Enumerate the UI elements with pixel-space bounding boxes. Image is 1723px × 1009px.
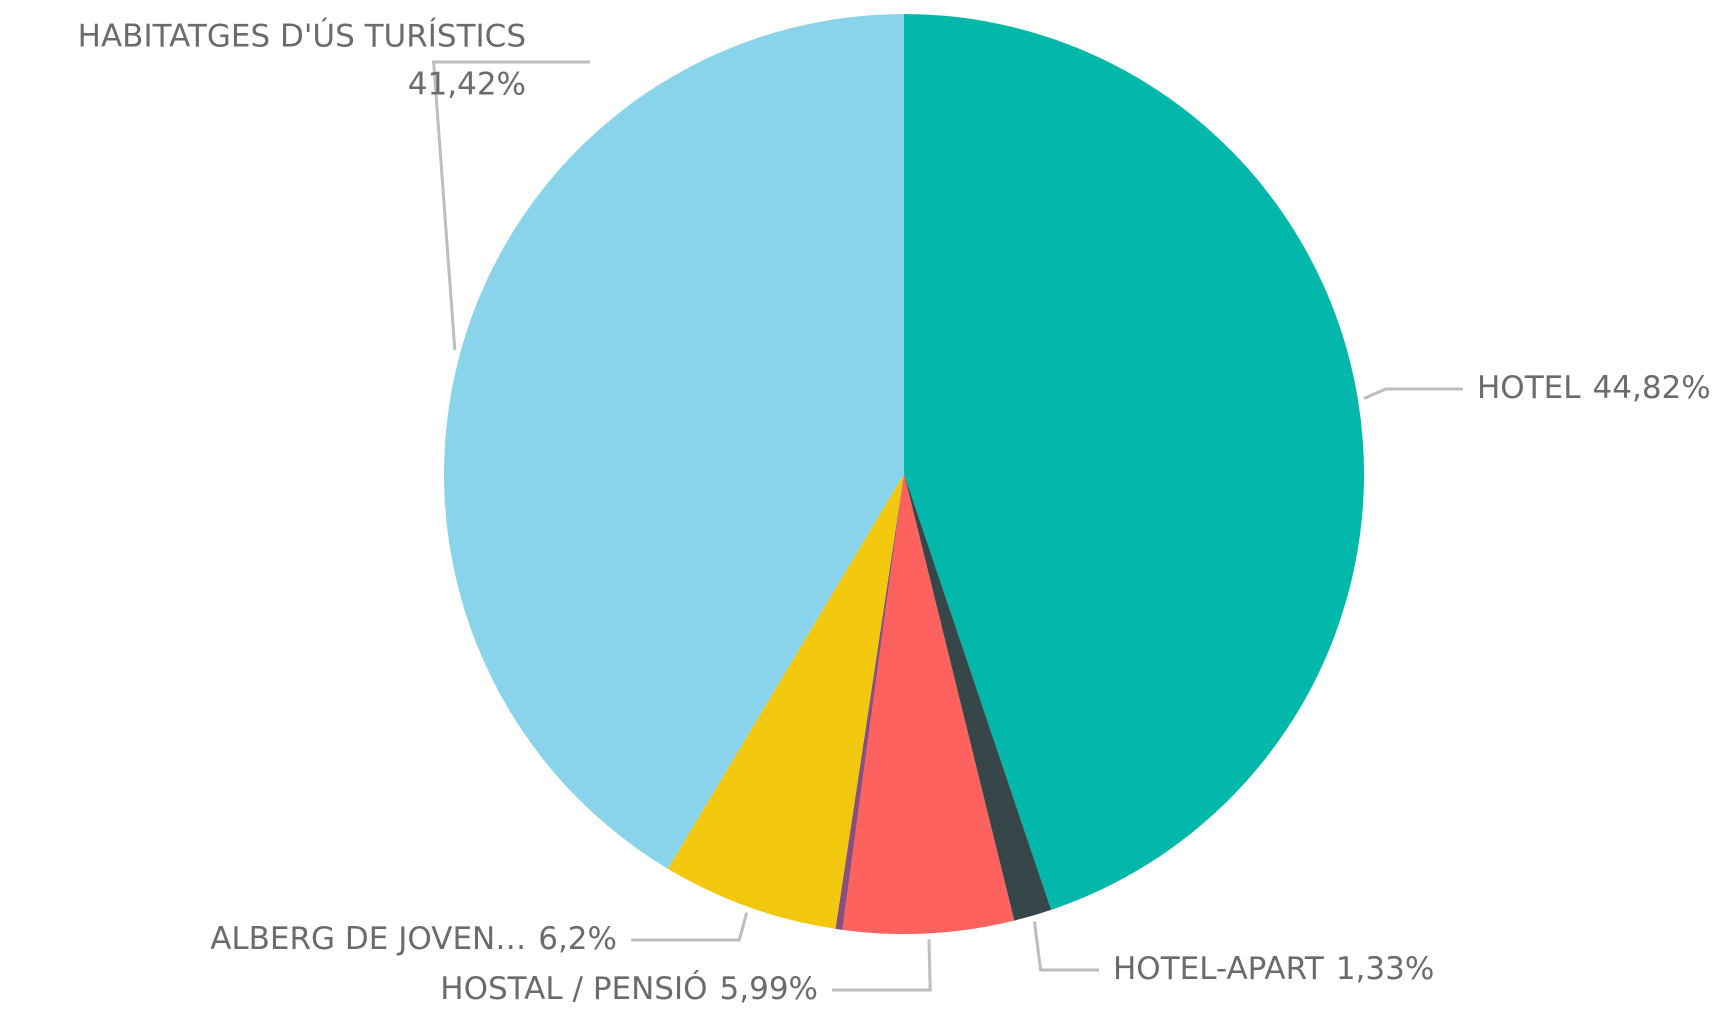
slice-label: ALBERG DE JOVEN… <box>210 921 526 957</box>
slice-label-group: ALBERG DE JOVEN… 6,2% <box>210 921 617 957</box>
leader-line <box>432 60 590 351</box>
leader-line <box>631 912 749 942</box>
slice-value-label: 6,2% <box>538 921 617 957</box>
slice-label-group: HOTEL-APART 1,33% <box>1113 951 1434 987</box>
leader-line <box>832 939 932 992</box>
slice-label: HOTEL <box>1477 370 1581 406</box>
slice-label-group: HOSTAL / PENSIÓ 5,99% <box>440 970 818 1007</box>
pie-slice <box>835 474 904 930</box>
slice-label-group: HOTEL 44,82% <box>1477 370 1711 406</box>
pie-slice <box>904 474 1052 921</box>
slice-value-label: 44,82% <box>1593 370 1711 406</box>
slice-value-label: 41,42% <box>408 67 526 103</box>
slice-value-label: 1,33% <box>1336 951 1434 987</box>
leader-line <box>1032 921 1099 972</box>
pie-slice <box>443 14 904 869</box>
slice-label: HOTEL-APART <box>1113 951 1325 987</box>
slice-value-label: 5,99% <box>720 971 818 1007</box>
pie-slice <box>667 474 904 929</box>
slice-label: HOSTAL / PENSIÓ <box>440 970 707 1007</box>
pie-slice <box>842 474 1015 934</box>
pie-slice <box>904 14 1364 910</box>
slice-label: HABITATGES D'ÚS TURÍSTICS <box>78 18 526 55</box>
leader-line <box>1363 387 1463 400</box>
